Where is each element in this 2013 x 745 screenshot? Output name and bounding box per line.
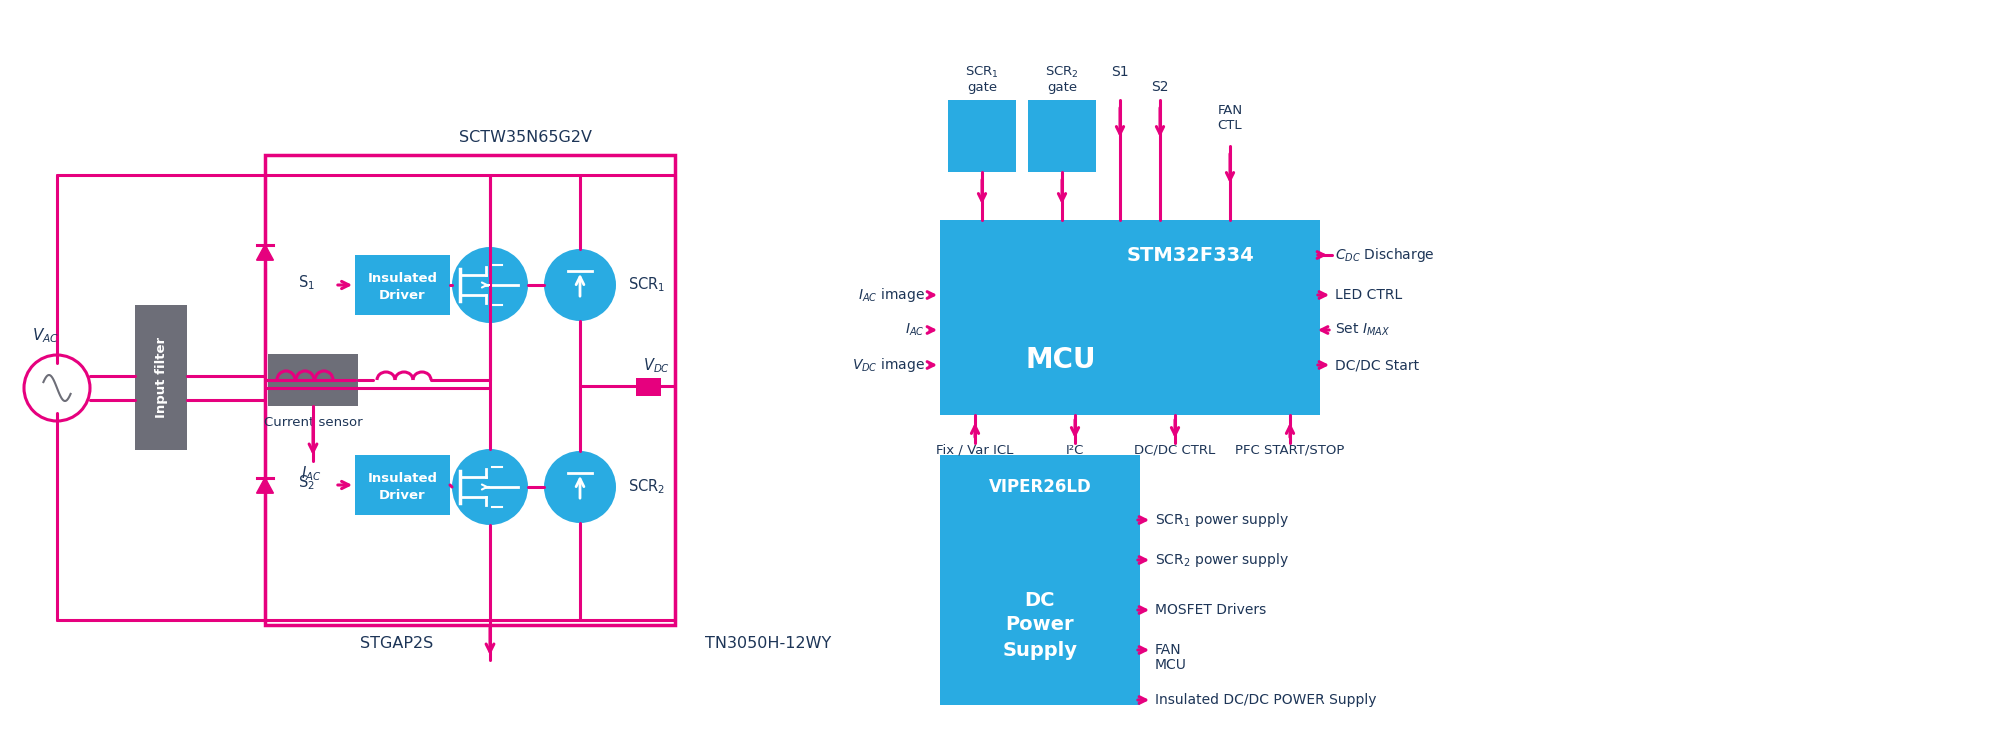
Text: DC: DC <box>1025 591 1055 609</box>
Text: $C_{DC}$ Discharge: $C_{DC}$ Discharge <box>1335 246 1435 264</box>
Text: Insulated: Insulated <box>368 271 437 285</box>
Polygon shape <box>256 478 274 493</box>
Text: PFC START/STOP: PFC START/STOP <box>1236 443 1345 457</box>
Text: SCR$_1$: SCR$_1$ <box>628 276 666 294</box>
FancyBboxPatch shape <box>135 305 187 450</box>
Text: $I_{AC}$ image: $I_{AC}$ image <box>858 286 926 304</box>
Text: SCTW35N65G2V: SCTW35N65G2V <box>459 130 592 145</box>
Circle shape <box>544 249 616 321</box>
Text: MCU: MCU <box>1155 658 1188 672</box>
Text: $I_{AC}$: $I_{AC}$ <box>906 322 926 338</box>
FancyBboxPatch shape <box>948 100 1017 172</box>
Text: SCR$_2$: SCR$_2$ <box>628 478 664 496</box>
Text: LED CTRL: LED CTRL <box>1335 288 1403 302</box>
Text: Input filter: Input filter <box>155 337 167 418</box>
FancyBboxPatch shape <box>940 455 1139 705</box>
Circle shape <box>544 451 616 523</box>
FancyBboxPatch shape <box>636 378 660 396</box>
Text: SCR$_1$ power supply: SCR$_1$ power supply <box>1155 511 1288 529</box>
Text: Driver: Driver <box>378 288 427 302</box>
Text: $I_{AC}$: $I_{AC}$ <box>300 465 322 484</box>
Text: STGAP2S: STGAP2S <box>360 635 433 650</box>
Text: Supply: Supply <box>1002 641 1077 659</box>
Text: S$_2$: S$_2$ <box>298 474 314 492</box>
Text: VIPER26LD: VIPER26LD <box>988 478 1091 496</box>
Circle shape <box>453 449 527 525</box>
Text: S1: S1 <box>1111 65 1129 79</box>
Text: $V_{DC}$: $V_{DC}$ <box>642 357 670 375</box>
Text: Driver: Driver <box>378 489 427 501</box>
Text: DC/DC Start: DC/DC Start <box>1335 358 1419 372</box>
Text: S2: S2 <box>1151 80 1170 94</box>
Text: Set $I_{MAX}$: Set $I_{MAX}$ <box>1335 322 1391 338</box>
Text: DC/DC CTRL: DC/DC CTRL <box>1135 443 1216 457</box>
Text: $V_{DC}$ image: $V_{DC}$ image <box>851 356 926 374</box>
FancyBboxPatch shape <box>268 354 358 406</box>
Text: MOSFET Drivers: MOSFET Drivers <box>1155 603 1266 617</box>
Text: Insulated DC/DC POWER Supply: Insulated DC/DC POWER Supply <box>1155 693 1377 707</box>
FancyBboxPatch shape <box>354 255 451 315</box>
Text: FAN: FAN <box>1155 643 1182 657</box>
Text: Power: Power <box>1006 615 1075 635</box>
FancyBboxPatch shape <box>940 220 1321 415</box>
Text: STM32F334: STM32F334 <box>1125 246 1254 264</box>
Text: gate: gate <box>966 80 996 94</box>
FancyBboxPatch shape <box>1029 100 1095 172</box>
Text: TN3050H-12WY: TN3050H-12WY <box>705 635 831 650</box>
Text: Current sensor: Current sensor <box>264 416 362 428</box>
Text: $V_{AC}$: $V_{AC}$ <box>32 326 58 346</box>
Text: SCR$_1$: SCR$_1$ <box>964 65 998 80</box>
Text: FAN: FAN <box>1218 104 1242 116</box>
Polygon shape <box>256 244 274 260</box>
Text: S$_1$: S$_1$ <box>298 273 314 292</box>
Text: CTL: CTL <box>1218 118 1242 132</box>
Text: gate: gate <box>1047 80 1077 94</box>
Text: Fix / Var ICL: Fix / Var ICL <box>936 443 1015 457</box>
Text: Insulated: Insulated <box>368 472 437 484</box>
Text: SCR$_2$ power supply: SCR$_2$ power supply <box>1155 551 1288 569</box>
Text: MCU: MCU <box>1025 346 1095 374</box>
FancyBboxPatch shape <box>354 455 451 515</box>
Text: I²C: I²C <box>1065 443 1085 457</box>
Text: SCR$_2$: SCR$_2$ <box>1045 65 1079 80</box>
Circle shape <box>453 247 527 323</box>
